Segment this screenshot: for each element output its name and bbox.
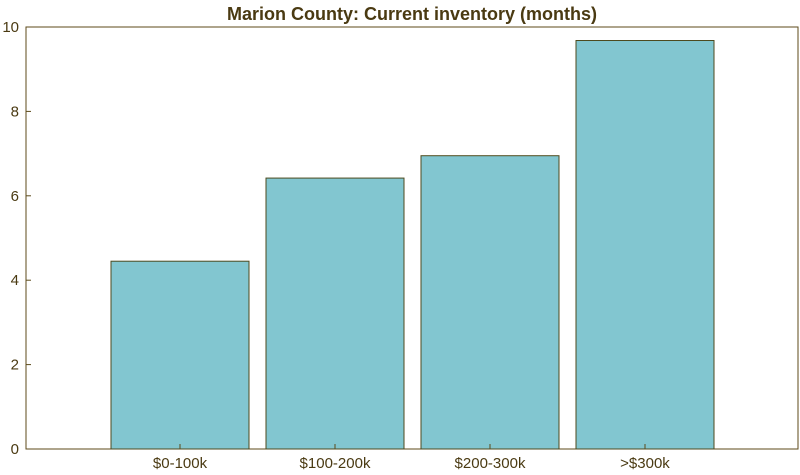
y-tick-label: 2 <box>11 357 19 374</box>
y-tick-label: 4 <box>11 272 19 289</box>
x-tick-label: $200-300k <box>455 455 526 472</box>
bar-4 <box>575 40 715 450</box>
x-tick-label: $0-100k <box>153 455 208 472</box>
y-tick-label: 8 <box>11 103 19 120</box>
y-tick-label: 0 <box>11 441 19 458</box>
y-tick-label: 10 <box>2 19 19 36</box>
x-tick-label: $100-200k <box>300 455 371 472</box>
y-tick-label: 6 <box>11 188 19 205</box>
bars <box>110 40 715 450</box>
bar-3 <box>420 155 560 450</box>
x-tick-label: >$300k <box>620 455 670 472</box>
bar-1 <box>110 260 250 450</box>
x-axis: $0-100k $100-200k $200-300k >$300k <box>153 444 670 472</box>
plot-frame <box>25 26 799 450</box>
chart-title: Marion County: Current inventory (months… <box>227 4 597 24</box>
y-axis: 0 2 4 6 8 10 <box>2 19 31 458</box>
bar-2 <box>265 177 405 450</box>
